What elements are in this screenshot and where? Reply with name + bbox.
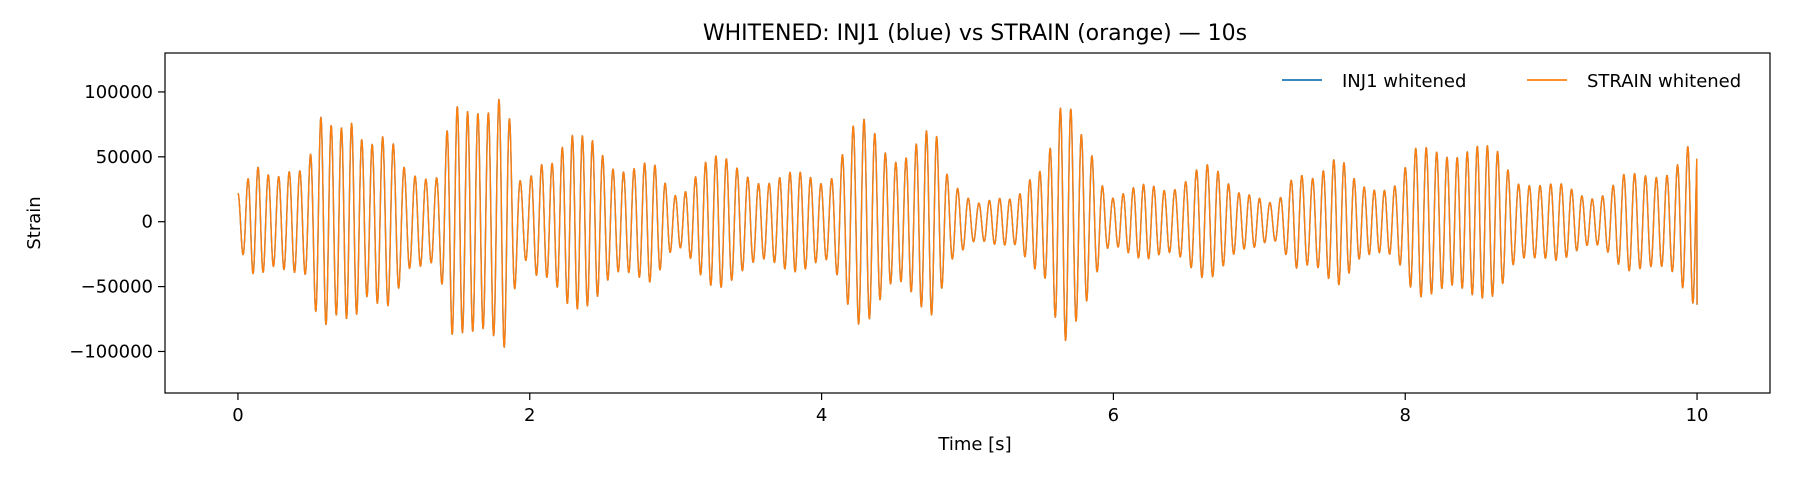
x-axis-ticks: 0 2 4 6 8 10 — [232, 393, 1708, 426]
y-tick-label: −100000 — [69, 341, 153, 362]
chart-title: WHITENED: INJ1 (blue) vs STRAIN (orange)… — [703, 21, 1247, 46]
x-tick-label: 10 — [1686, 405, 1709, 426]
legend-label-strain: STRAIN whitened — [1587, 71, 1741, 92]
x-tick-label: 2 — [524, 405, 535, 426]
legend: INJ1 whitened STRAIN whitened — [1282, 71, 1741, 92]
axes: 0 2 4 6 8 10 −100000 −50000 0 50000 100000 — [69, 52, 1771, 426]
y-axis-label: Strain — [24, 196, 45, 249]
x-tick-label: 8 — [1400, 405, 1411, 426]
y-tick-label: −50000 — [81, 277, 153, 298]
y-tick-label: 100000 — [84, 82, 153, 103]
plot-frame — [164, 52, 1771, 394]
x-tick-label: 0 — [232, 405, 243, 426]
y-tick-label: 50000 — [96, 147, 153, 168]
series-lines — [237, 98, 1698, 348]
y-tick-label: 0 — [142, 212, 153, 233]
series-line-inj1 — [237, 98, 1698, 348]
x-tick-label: 4 — [816, 405, 827, 426]
y-axis-ticks: −100000 −50000 0 50000 100000 — [69, 82, 165, 362]
legend-label-inj1: INJ1 whitened — [1342, 71, 1466, 92]
x-axis-label: Time [s] — [937, 434, 1011, 455]
series-line-strain — [237, 98, 1698, 348]
x-tick-label: 6 — [1108, 405, 1119, 426]
